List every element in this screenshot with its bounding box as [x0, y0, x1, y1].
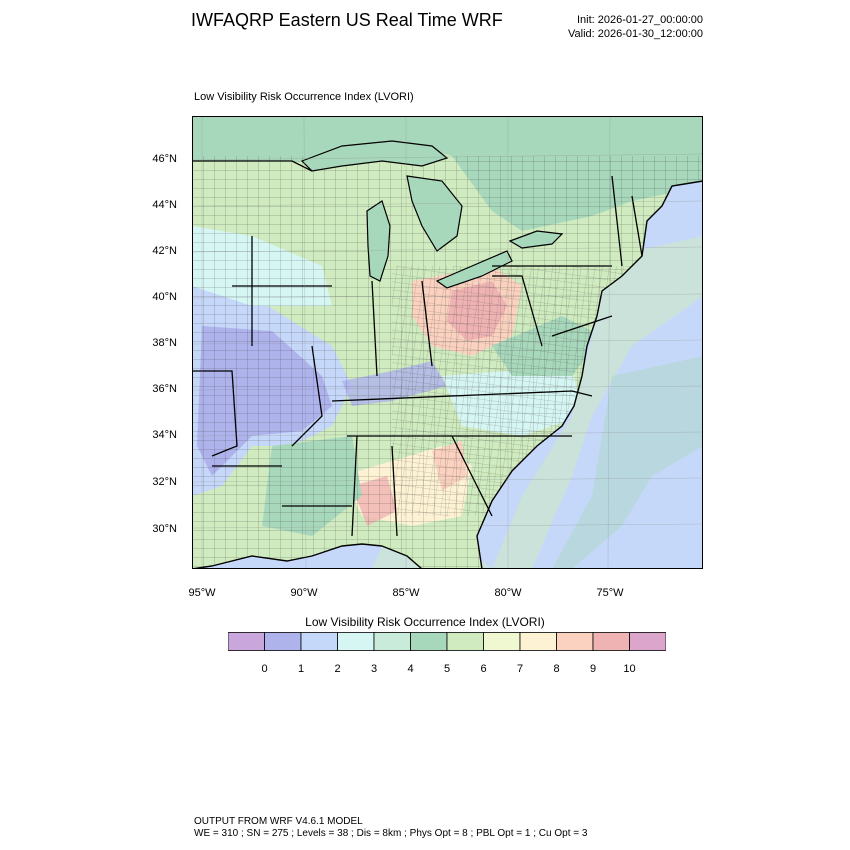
- model-info: OUTPUT FROM WRF V4.6.1 MODEL WE = 310 ; …: [194, 816, 587, 840]
- lake-erie: [435, 250, 513, 289]
- latitude-label: 44°N: [152, 199, 177, 211]
- colorbar-title: Low Visibility Risk Occurrence Index (LV…: [305, 615, 545, 629]
- colorbar-label: 9: [589, 663, 597, 675]
- latitude-label: 34°N: [152, 429, 177, 441]
- ocean-band-green: [492, 236, 703, 569]
- colorbar-label: 7: [516, 663, 524, 675]
- colorbar-label: 8: [553, 663, 560, 675]
- map-frame: [192, 116, 703, 569]
- graticule: [192, 116, 703, 569]
- model-info-line-2: WE = 310 ; SN = 275 ; Levels = 38 ; Dis …: [194, 828, 588, 839]
- colorbar-swatch: [592, 632, 630, 651]
- colorbar-label: 1: [297, 663, 305, 675]
- colorbar-label: 5: [443, 663, 451, 675]
- colorbar-label: 0: [261, 663, 268, 675]
- latitude-label: 36°N: [152, 383, 177, 395]
- colorbar-swatch: [300, 632, 338, 651]
- colorbar-swatch: [519, 632, 557, 651]
- colorbar-swatch: [629, 632, 666, 651]
- lake-superior: [300, 140, 449, 172]
- longitude-label: 90°W: [290, 587, 318, 599]
- colorbar-label: 6: [480, 663, 487, 675]
- model-info-line-1: OUTPUT FROM WRF V4.6.1 MODEL: [194, 816, 363, 827]
- latitude-label: 32°N: [152, 476, 177, 488]
- longitude-label: 80°W: [494, 587, 522, 599]
- map-subtitle: Low Visibility Risk Occurrence Index (LV…: [194, 91, 414, 103]
- colorbar-label: 3: [370, 663, 378, 675]
- colorbar-swatch: [264, 632, 302, 651]
- valid-time: Valid: 2026-01-30_12:00:00: [568, 28, 703, 40]
- latitude-label: 40°N: [152, 291, 177, 303]
- state-borders: [192, 160, 643, 537]
- latitude-label: 38°N: [152, 337, 177, 349]
- colorbar: [228, 632, 666, 651]
- run-times: Init: 2026-01-27_00:00:00 Valid: 2026-01…: [568, 13, 703, 41]
- longitude-label: 75°W: [596, 587, 624, 599]
- lake-ontario: [508, 230, 564, 249]
- atlantic-coastline: [476, 180, 703, 569]
- longitude-label: 95°W: [188, 587, 216, 599]
- latitude-label: 30°N: [152, 523, 177, 535]
- colorbar-swatch: [483, 632, 521, 651]
- init-time: Init: 2026-01-27_00:00:00: [577, 14, 703, 26]
- latitude-label: 46°N: [152, 153, 177, 165]
- colorbar-label: 10: [623, 663, 636, 675]
- colorbar-swatch: [410, 632, 448, 651]
- colorbar-swatch: [446, 632, 484, 651]
- latitude-label: 42°N: [152, 245, 177, 257]
- page-title: IWFAQRP Eastern US Real Time WRF: [191, 10, 503, 30]
- colorbar-swatch: [337, 632, 375, 651]
- lake-huron: [406, 175, 463, 252]
- colorbar-swatch: [556, 632, 594, 651]
- colorbar-label: 4: [407, 663, 414, 675]
- ocean-band-green-2: [552, 356, 703, 569]
- longitude-label: 85°W: [392, 587, 420, 599]
- lvori-map: [192, 116, 703, 569]
- gulf-coastline: [192, 543, 423, 569]
- colorbar-swatch: [228, 632, 265, 651]
- colorbar-label: 2: [334, 663, 341, 675]
- colorbar-swatch: [373, 632, 411, 651]
- lake-michigan: [366, 200, 391, 282]
